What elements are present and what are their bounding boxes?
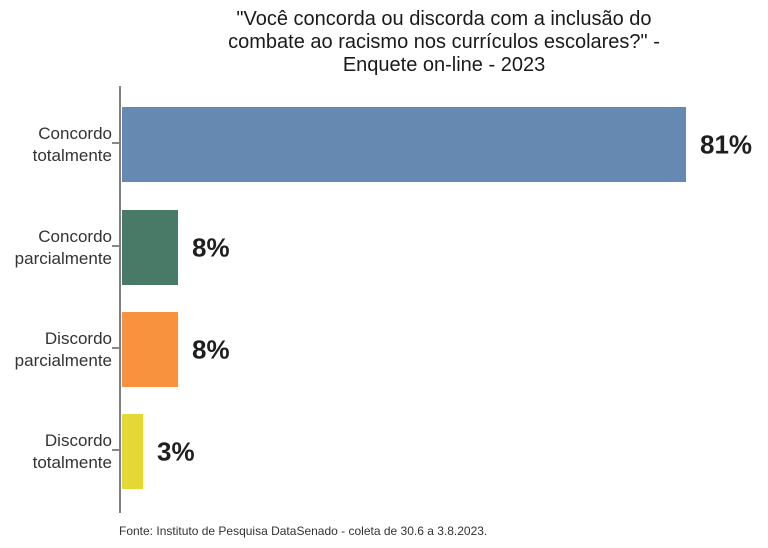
bar-concordo-totalmente <box>122 107 686 182</box>
chart-title-line-2: combate ao racismo nos currículos escola… <box>228 31 660 53</box>
category-label: Concordo totalmente <box>32 123 112 165</box>
axis-tick <box>112 448 119 451</box>
axis-tick <box>112 244 119 247</box>
category-label: Discordo totalmente <box>32 430 112 472</box>
bar-value-label: 3% <box>157 436 195 466</box>
bar-row-discordo-totalmente: Discordo totalmente 3% <box>0 414 768 489</box>
chart-title-line-1: "Você concorda ou discorda com a inclusã… <box>236 8 652 30</box>
bar-row-concordo-totalmente: Concordo totalmente 81% <box>0 107 768 182</box>
category-label: Discordo parcialmente <box>14 328 112 370</box>
source-note: Fonte: Instituto de Pesquisa DataSenado … <box>119 524 488 538</box>
bar-row-discordo-parcialmente: Discordo parcialmente 8% <box>0 312 768 387</box>
chart-title: "Você concorda ou discorda com a inclusã… <box>120 8 768 77</box>
y-axis-line <box>119 86 121 513</box>
bar-concordo-parcialmente <box>122 210 178 285</box>
bar-row-concordo-parcialmente: Concordo parcialmente 8% <box>0 210 768 285</box>
bar-value-label: 81% <box>700 129 753 159</box>
category-label: Concordo parcialmente <box>14 226 112 268</box>
bar-value-label: 8% <box>192 232 230 262</box>
bar-discordo-totalmente <box>122 414 143 489</box>
axis-tick <box>112 346 119 349</box>
axis-tick <box>112 141 119 144</box>
bar-discordo-parcialmente <box>122 312 178 387</box>
chart-title-line-3: Enquete on-line - 2023 <box>342 54 546 76</box>
bar-value-label: 8% <box>192 334 230 364</box>
